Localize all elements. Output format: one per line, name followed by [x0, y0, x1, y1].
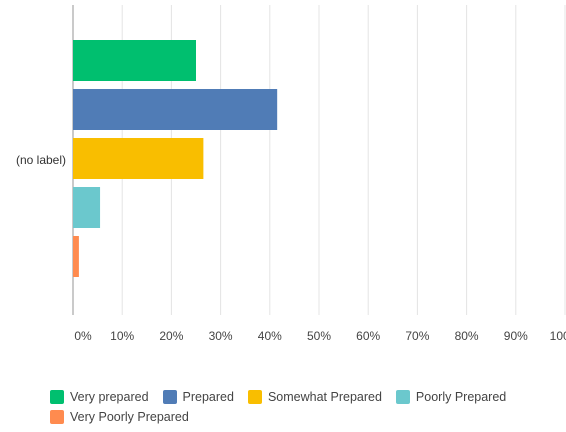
legend-swatch [247, 390, 262, 404]
x-tick-label: 0% [74, 329, 92, 343]
legend-item-somewhat-prepared[interactable]: Somewhat Prepared [247, 390, 382, 404]
chart-svg: 0% 10% 20% 30% 40% 50% 60% 70% 80% 90% 100% (no la… [16, 5, 566, 343]
x-tick-label: 70% [405, 329, 429, 343]
x-tick-label: 40% [258, 329, 282, 343]
x-tick-label: 20% [159, 329, 183, 343]
bar-poorly-prepared[interactable] [73, 187, 101, 228]
bar-very-poorly-prepared[interactable] [73, 236, 79, 277]
x-tick-label: 30% [209, 329, 233, 343]
x-tick-label: 100% [550, 329, 566, 343]
legend-label: Very Poorly Prepared [70, 410, 189, 424]
bar-prepared[interactable] [73, 89, 278, 130]
category-label: (no label) [16, 153, 66, 167]
legend-label: Somewhat Prepared [267, 390, 382, 404]
legend-label: Prepared [182, 390, 234, 404]
legend-label: Very prepared [70, 390, 149, 404]
legend-label: Poorly Prepared [415, 390, 507, 404]
x-tick-label: 80% [455, 329, 479, 343]
x-tick-label: 50% [307, 329, 331, 343]
bar-very-prepared[interactable] [73, 40, 196, 81]
bars [73, 40, 278, 277]
x-axis-ticks: 0% 10% 20% 30% 40% 50% 60% 70% 80% 90% 100% [74, 329, 566, 343]
x-tick-label: 90% [504, 329, 528, 343]
legend-swatch [50, 410, 64, 424]
bar-somewhat-prepared[interactable] [73, 138, 204, 179]
legend-swatch [162, 390, 177, 404]
legend-item-very-poorly-prepared[interactable]: Very Poorly Prepared [50, 410, 189, 424]
legend-swatch [50, 390, 64, 404]
legend-item-prepared[interactable]: Prepared [162, 390, 234, 404]
legend-item-poorly-prepared[interactable]: Poorly Prepared [395, 390, 507, 404]
legend-swatch [395, 390, 410, 404]
legend: Very prepared Prepared Somewhat Prepared Po… [50, 390, 550, 424]
x-tick-label: 60% [356, 329, 380, 343]
x-tick-label: 10% [110, 329, 134, 343]
legend-item-very-prepared[interactable]: Very prepared [50, 390, 149, 404]
